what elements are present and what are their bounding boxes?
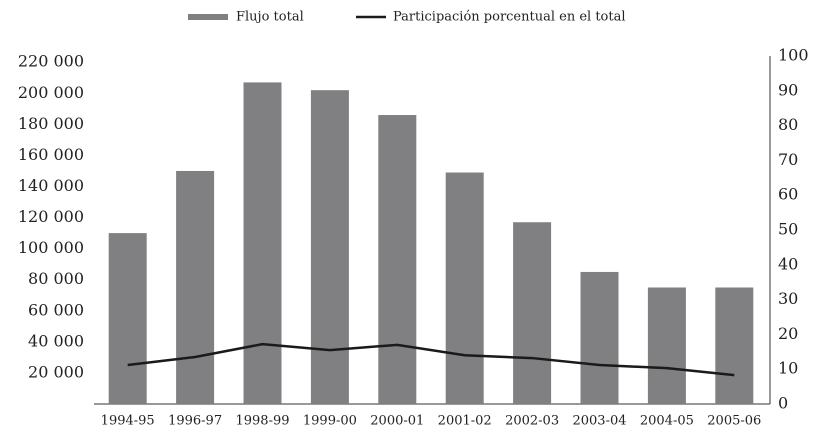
y-tick-label: 220 000: [18, 52, 84, 71]
y2-tick-label: 100: [778, 46, 809, 65]
y2-tick-label: 30: [778, 289, 798, 308]
legend-swatch: [188, 14, 228, 20]
bar: [310, 90, 349, 404]
bar: [378, 115, 417, 405]
x-tick-label: 1999-00: [303, 414, 357, 429]
bar: [243, 82, 282, 405]
x-tick-label: 1994-95: [101, 414, 155, 429]
bar: [513, 222, 552, 404]
x-tick-label: 2002-03: [505, 414, 559, 429]
x-tick-label: 1996-97: [168, 414, 222, 429]
y-tick-label: 40 000: [28, 331, 84, 350]
x-tick-label: 2000-01: [370, 414, 424, 429]
x-tick-label: 1998-99: [235, 414, 289, 429]
x-tick-label: 2003-04: [572, 414, 626, 429]
x-tick-label: 2001-02: [438, 414, 492, 429]
x-tick-label: 2004-05: [640, 414, 694, 429]
y-tick-label: 120 000: [18, 207, 84, 226]
y2-tick-label: 20: [778, 324, 798, 343]
bar: [647, 287, 686, 404]
bar: [445, 172, 484, 404]
y2-tick-label: 60: [778, 185, 798, 204]
bar: [715, 287, 754, 404]
y2-tick-label: 0: [778, 394, 788, 413]
y-tick-label: 80 000: [28, 269, 84, 288]
y2-tick-label: 40: [778, 254, 798, 273]
y2-tick-label: 10: [778, 359, 798, 378]
y-tick-label: 160 000: [18, 145, 84, 164]
x-tick-label: 2005-06: [707, 414, 761, 429]
line: [127, 342, 735, 377]
y-tick-label: 100 000: [18, 238, 84, 257]
y2-tick-label: 90: [778, 80, 798, 99]
y2-tick-label: 50: [778, 220, 798, 239]
y-tick-label: 60 000: [28, 300, 84, 319]
y-tick-label: 20 000: [28, 362, 84, 381]
y-tick-label: 180 000: [18, 114, 84, 133]
y-tick-label: 200 000: [18, 83, 84, 102]
bar: [580, 271, 619, 404]
y2-tick-label: 80: [778, 115, 798, 134]
y-tick-label: 140 000: [18, 176, 84, 195]
y2-tick-label: 70: [778, 150, 798, 169]
bar: [108, 233, 147, 404]
legend-label: Participación porcentual en el total: [393, 10, 626, 25]
bar: [176, 170, 215, 404]
legend-label: Flujo total: [236, 10, 304, 25]
